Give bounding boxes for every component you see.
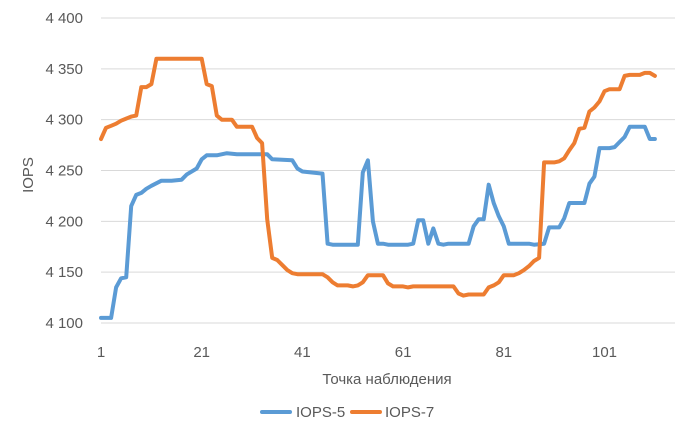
y-tick-label: 4 100 xyxy=(45,315,83,332)
x-tick-label: 41 xyxy=(294,344,311,361)
y-tick-label: 4 400 xyxy=(45,10,83,27)
series-line-iops-5 xyxy=(99,124,657,320)
y-tick-label: 4 350 xyxy=(45,61,83,78)
series-lines xyxy=(99,56,657,320)
x-tick-label: 1 xyxy=(97,344,105,361)
y-tick-label: 4 250 xyxy=(45,163,83,180)
y-axis-ticks: 4 100 4 150 4 200 4 250 4 300 4 350 4 400 xyxy=(45,10,83,332)
x-tick-label: 101 xyxy=(592,344,617,361)
y-axis-title: IOPS xyxy=(20,157,37,193)
legend: IOPS-5 IOPS-7 xyxy=(260,404,434,421)
y-tick-label: 4 150 xyxy=(45,264,83,281)
y-tick-label: 4 300 xyxy=(45,112,83,129)
series-line-iops-7 xyxy=(99,56,657,298)
x-tick-label: 61 xyxy=(395,344,412,361)
y-tick-label: 4 200 xyxy=(45,213,83,230)
x-tick-label: 81 xyxy=(495,344,512,361)
legend-label-iops-7: IOPS-7 xyxy=(385,404,434,421)
x-axis-ticks: 1 21 41 61 81 101 xyxy=(97,344,617,361)
x-axis-title: Точка наблюдения xyxy=(322,371,451,388)
x-tick-label: 21 xyxy=(193,344,210,361)
legend-label-iops-5: IOPS-5 xyxy=(296,404,345,421)
